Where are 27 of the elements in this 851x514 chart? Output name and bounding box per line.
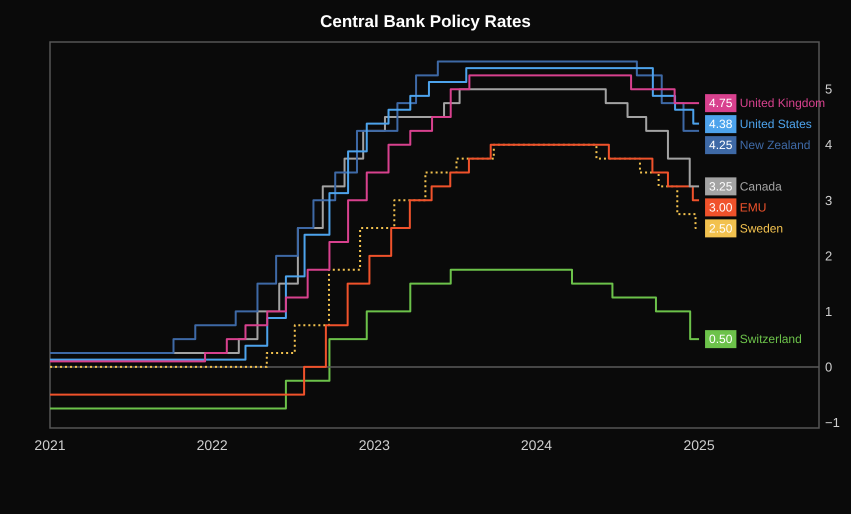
x-tick-label: 2025 [683,437,715,453]
legend-label: United Kingdom [740,96,826,110]
legend-label: Sweden [740,221,784,236]
data-label: 2.50 [709,221,733,236]
y-tick-label: −1 [825,414,840,430]
y-tick-label: 4 [825,137,832,152]
x-tick-label: 2023 [358,437,390,453]
data-label: 3.25 [709,179,733,194]
data-label: 3.00 [709,200,733,214]
legend-label: United States [740,117,812,132]
y-tick-label: 5 [825,82,832,97]
data-label: 4.75 [709,96,733,110]
chart-title: Central Bank Policy Rates [320,12,531,31]
y-tick-label: 1 [825,304,832,319]
legend-label: Switzerland [740,332,802,346]
x-tick-label: 2021 [34,437,66,453]
y-tick-label: 2 [825,248,832,264]
x-tick-label: 2024 [520,437,552,453]
y-tick-label: 3 [825,192,832,208]
legend-label: New Zealand [740,138,810,152]
data-label: 0.50 [709,332,733,346]
legend-label: EMU [740,200,766,214]
data-label: 4.38 [709,117,733,132]
x-tick-label: 2022 [196,437,228,453]
legend-label: Canada [740,179,782,194]
data-label: 4.25 [709,138,733,152]
y-tick-label: 0 [825,359,832,374]
